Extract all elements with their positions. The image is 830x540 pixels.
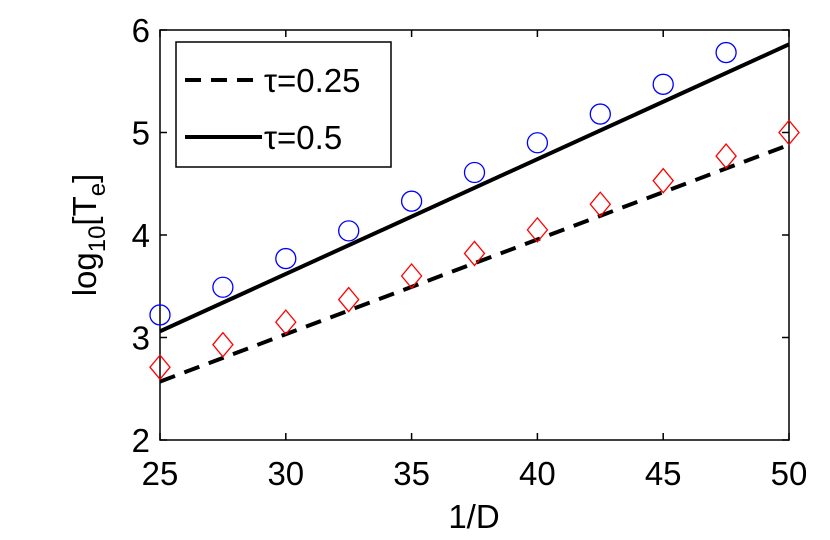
- diamond-marker: [274, 309, 297, 336]
- series-3: [149, 119, 800, 381]
- diamond-marker: [149, 354, 171, 381]
- y-tick-label: 3: [132, 320, 150, 357]
- circle-marker: [589, 103, 611, 125]
- diamond-marker: [778, 119, 800, 146]
- x-tick-label: 25: [142, 455, 179, 492]
- x-tick-label: 30: [267, 455, 304, 492]
- legend: τ=0.25 τ=0.5: [175, 41, 392, 168]
- y-tick-label: 5: [132, 115, 150, 152]
- diamond-marker: [589, 191, 612, 218]
- circle-marker: [463, 161, 486, 184]
- circle-marker: [400, 190, 423, 212]
- legend-label: τ=0.25: [264, 62, 361, 99]
- y-axis-title-sub10: 10: [84, 226, 111, 253]
- solid-series-line: [159, 42, 790, 334]
- x-axis-title: 1/D: [448, 498, 499, 535]
- y-axis-title-bracket: [T: [66, 196, 103, 225]
- y-axis-title-log: log: [66, 252, 103, 296]
- series-layer: [149, 41, 800, 384]
- diamond-marker: [212, 331, 234, 358]
- y-axis-title-close: ]: [66, 174, 103, 183]
- x-tick-label: 40: [519, 455, 556, 492]
- diamond-marker: [715, 143, 737, 170]
- circle-marker: [212, 276, 234, 298]
- series-2: [149, 41, 737, 326]
- y-tick-label: 2: [132, 422, 150, 459]
- y-tick-label: 6: [132, 12, 150, 49]
- circle-marker: [149, 304, 171, 326]
- circle-marker: [526, 132, 549, 154]
- dashed-series-line: [159, 142, 790, 384]
- diamond-marker: [400, 262, 423, 290]
- circle-marker: [338, 220, 360, 242]
- y-axis-title: log10[Te]: [66, 174, 111, 297]
- legend-box: [175, 41, 392, 168]
- legend-label: τ=0.5: [264, 119, 342, 156]
- series-0: [159, 142, 790, 384]
- y-tick-label: 4: [132, 217, 150, 254]
- diamond-marker: [652, 167, 675, 194]
- circle-marker: [275, 247, 297, 270]
- x-tick-label: 35: [393, 455, 430, 492]
- series-1: [159, 42, 790, 334]
- y-axis-title-sub-e: e: [84, 183, 111, 196]
- diamond-marker: [463, 240, 486, 267]
- diamond-marker: [526, 216, 549, 243]
- diamond-marker: [337, 286, 360, 313]
- circle-marker: [715, 41, 737, 64]
- x-tick-label: 50: [771, 455, 808, 492]
- x-tick-label: 45: [645, 455, 682, 492]
- circle-marker: [652, 73, 674, 95]
